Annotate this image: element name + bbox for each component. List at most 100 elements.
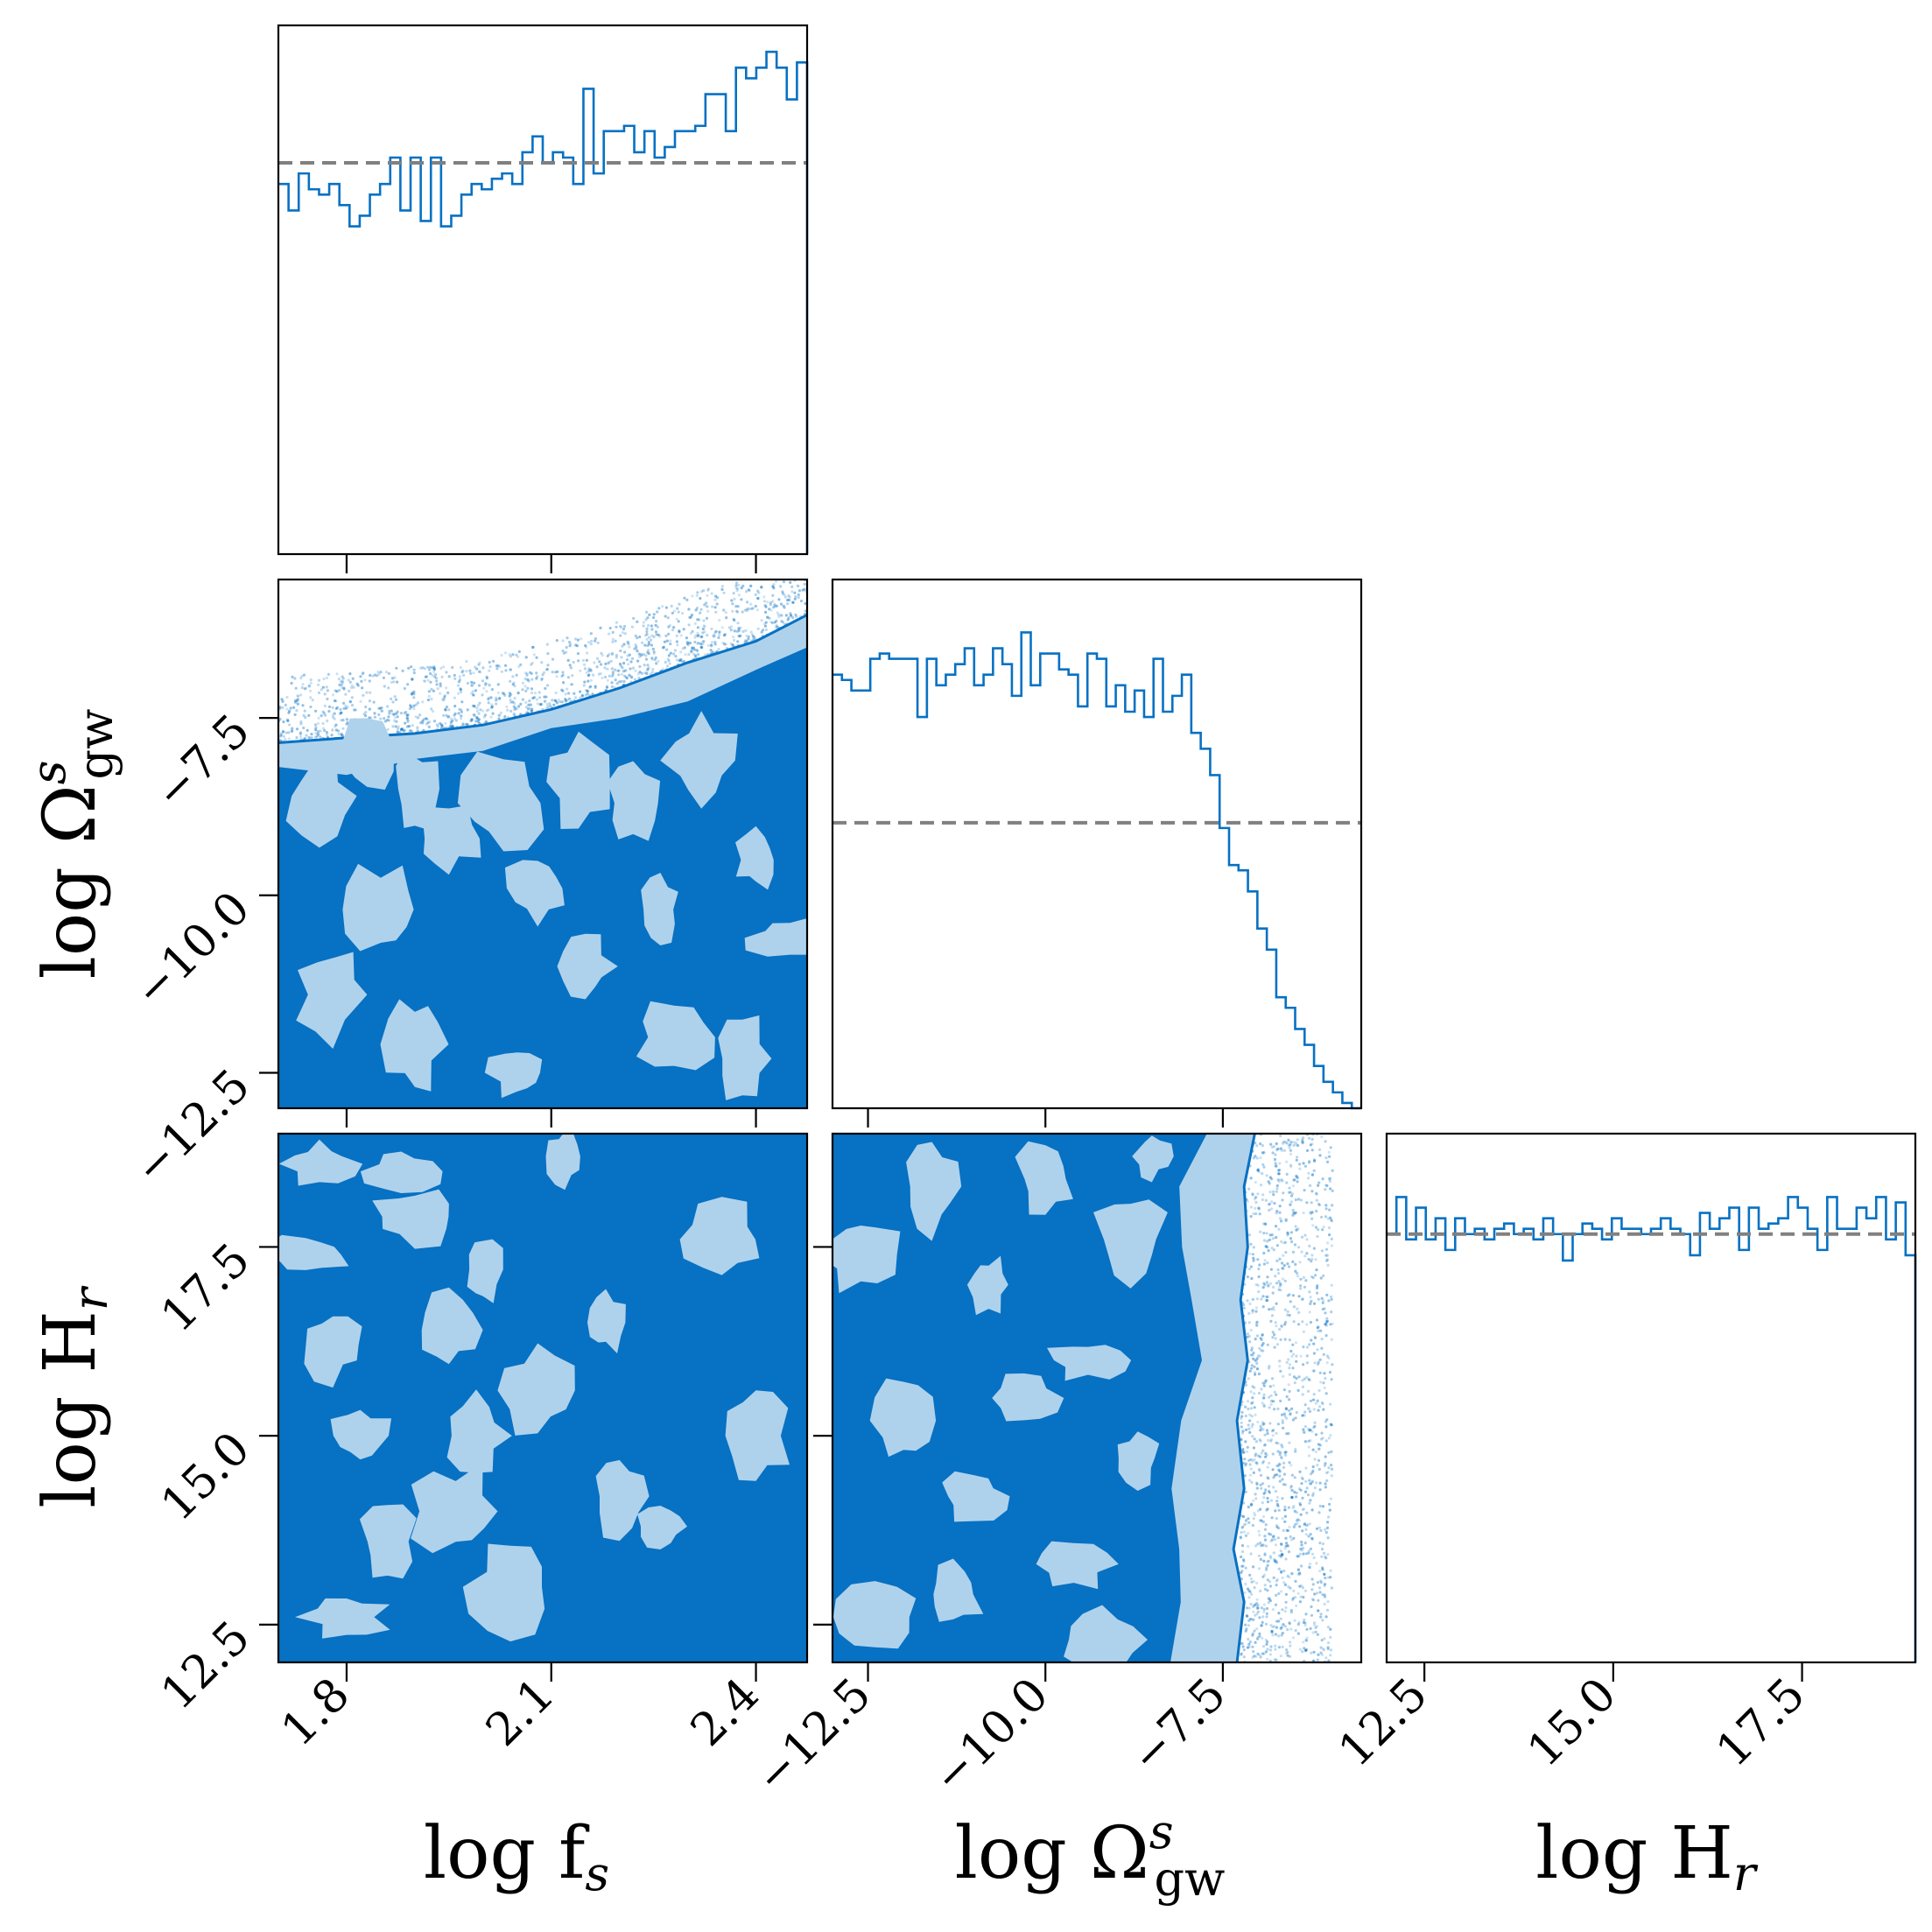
sample-point [501, 692, 504, 695]
sample-point [532, 653, 536, 657]
sample-point [512, 705, 516, 708]
sample-point [622, 624, 627, 629]
sample-point [1304, 1612, 1308, 1616]
sample-point [390, 677, 394, 680]
sample-point [1319, 1581, 1323, 1584]
sample-point [1263, 1283, 1267, 1287]
sample-point [1322, 1352, 1325, 1356]
sample-point [291, 727, 294, 730]
sample-point [313, 723, 318, 727]
sample-point [400, 728, 404, 732]
sample-point [1268, 1584, 1273, 1588]
sample-point [554, 671, 558, 674]
sample-point [1314, 1226, 1317, 1229]
sample-point [416, 726, 419, 729]
sample-point [460, 714, 463, 718]
sample-point [1284, 1544, 1288, 1548]
sample-point [1251, 1396, 1254, 1400]
sample-point [1268, 1238, 1272, 1241]
sample-point [1270, 1200, 1274, 1204]
sample-point [1325, 1320, 1329, 1324]
sample-point [1317, 1458, 1321, 1462]
sample-point [278, 718, 282, 721]
sample-point [326, 719, 329, 723]
sample-point [1257, 1275, 1261, 1279]
sample-point [1261, 1520, 1265, 1524]
sample-point [477, 718, 481, 721]
sample-point [521, 688, 524, 692]
sample-point [1275, 1236, 1278, 1240]
sample-point [1320, 1653, 1324, 1656]
sample-point [425, 675, 429, 678]
sample-point [330, 734, 334, 737]
sample-point [1289, 1654, 1292, 1658]
sample-point [657, 633, 660, 636]
sample-point [1279, 1399, 1282, 1402]
sample-point [1252, 1610, 1255, 1613]
sample-point [1289, 1586, 1292, 1590]
sample-point [745, 634, 748, 638]
sample-point [1274, 1509, 1277, 1513]
sample-point [1254, 1613, 1257, 1617]
sample-point [1293, 1178, 1296, 1182]
contour-light-patch [423, 805, 481, 875]
sample-point [1278, 1451, 1282, 1454]
sample-point [756, 596, 760, 601]
sample-point [1310, 1257, 1314, 1261]
sample-point [531, 645, 536, 649]
sample-point [1259, 1473, 1263, 1477]
sample-point [1309, 1184, 1312, 1187]
sample-point [449, 722, 453, 726]
sample-point [1297, 1246, 1301, 1249]
sample-point [449, 717, 453, 720]
sample-point [487, 701, 490, 705]
sample-point [502, 692, 506, 696]
sample-point [327, 709, 331, 713]
sample-point [1258, 1438, 1261, 1442]
sample-point [771, 594, 775, 597]
xlabel-log-fs-text: log fs [424, 1812, 609, 1901]
sample-point [1257, 1290, 1261, 1294]
sample-point [297, 694, 300, 698]
sample-point [1280, 1324, 1283, 1327]
sample-point [1261, 1543, 1265, 1547]
sample-point [1303, 1410, 1307, 1414]
sample-point [1321, 1177, 1324, 1181]
sample-point [650, 634, 654, 637]
sample-point [1271, 1331, 1275, 1334]
sample-point [1294, 1416, 1297, 1420]
sample-point [647, 665, 650, 670]
sample-point [693, 640, 697, 644]
sample-point [1314, 1450, 1317, 1454]
sample-point [1269, 1402, 1273, 1406]
sample-point [503, 693, 507, 698]
sample-point [406, 683, 410, 686]
sample-point [1285, 1416, 1289, 1420]
sample-point [1274, 1164, 1277, 1168]
sample-point [596, 641, 600, 645]
sample-point [390, 680, 393, 685]
sample-point [762, 629, 765, 632]
sample-point [1306, 1523, 1310, 1527]
sample-point [1300, 1543, 1303, 1547]
sample-point [703, 630, 706, 634]
sample-point [394, 712, 397, 715]
sample-point [538, 703, 542, 706]
sample-point [412, 707, 416, 711]
sample-point [1282, 1254, 1285, 1257]
sample-point [1318, 1542, 1322, 1545]
sample-point [1287, 1138, 1290, 1142]
sample-point [1255, 1367, 1259, 1371]
sample-point [1317, 1202, 1321, 1206]
sample-point [605, 685, 609, 689]
sample-point [1279, 1542, 1283, 1546]
sample-point [640, 671, 643, 675]
sample-point [732, 617, 735, 622]
sample-point [537, 691, 541, 694]
contour-light-patch [718, 1015, 772, 1100]
sample-point [1310, 1508, 1314, 1512]
sample-point [1286, 1574, 1289, 1578]
sample-point [1247, 1479, 1252, 1482]
sample-point [1240, 1416, 1243, 1421]
sample-point [1312, 1369, 1316, 1373]
